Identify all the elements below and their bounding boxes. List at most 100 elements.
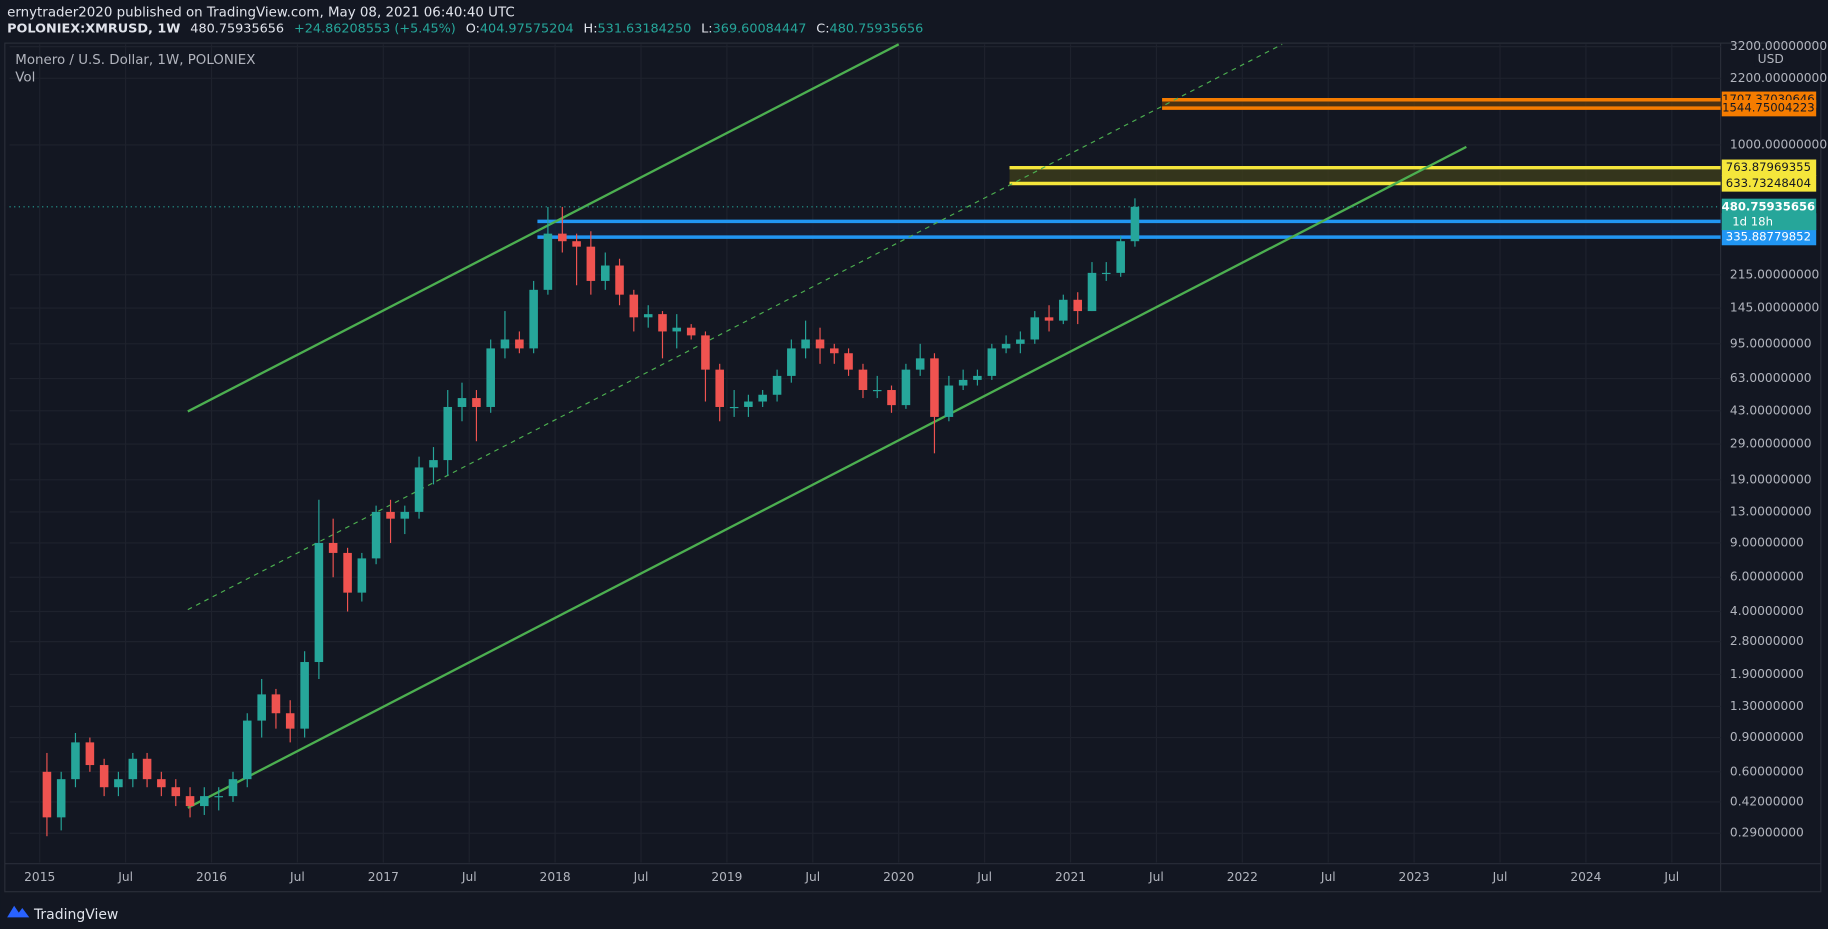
candle-body xyxy=(114,779,123,788)
candle-body xyxy=(242,720,252,780)
symbol: POLONIEX:XMRUSD, 1W xyxy=(7,22,180,37)
candle-body xyxy=(271,694,281,714)
close-label: C: xyxy=(816,22,829,37)
zone xyxy=(537,221,1721,238)
candle-body xyxy=(543,233,553,290)
candle-body xyxy=(1130,206,1140,242)
high: 531.63184250 xyxy=(598,22,692,37)
level-label: 763.87969355 xyxy=(1726,160,1811,174)
candle-body xyxy=(414,467,424,512)
candle-body xyxy=(787,348,796,376)
x-tick-label: 2022 xyxy=(1227,870,1258,884)
candle-body xyxy=(901,369,911,406)
candle-body xyxy=(801,339,810,349)
x-tick-label: Jul xyxy=(461,870,477,884)
candle-body xyxy=(586,246,596,281)
candle-body xyxy=(772,375,782,395)
level-label: 633.73248404 xyxy=(1726,176,1811,190)
x-tick-label: Jul xyxy=(1492,870,1508,884)
x-tick-label: 2016 xyxy=(196,870,227,884)
x-tick-label: 2020 xyxy=(883,870,914,884)
x-tick-label: Jul xyxy=(1320,870,1336,884)
y-tick-label: 4.00000000 xyxy=(1730,604,1804,618)
candle-body xyxy=(472,398,481,407)
candle-body xyxy=(85,742,95,766)
x-tick-label: 2018 xyxy=(540,870,571,884)
trend-line xyxy=(187,145,1467,809)
y-tick-label: 0.60000000 xyxy=(1730,764,1804,778)
x-tick-label: Jul xyxy=(1148,870,1164,884)
candle-body xyxy=(629,294,639,318)
x-tick-label: Jul xyxy=(289,870,305,884)
candle-body xyxy=(300,662,309,729)
level-badge xyxy=(1721,159,1817,176)
candle-body xyxy=(214,796,224,798)
candle-body xyxy=(858,369,868,391)
y-tick-label: 95.00000000 xyxy=(1730,336,1812,350)
open-label: O: xyxy=(466,22,480,37)
candle-body xyxy=(1059,299,1068,321)
low-label: L: xyxy=(701,22,712,37)
zone xyxy=(1009,167,1721,184)
candle-body xyxy=(257,694,266,721)
level-label: 1544.75004223 xyxy=(1722,101,1815,115)
currency: USD xyxy=(1758,52,1784,66)
candle-body xyxy=(558,233,567,242)
indicator-label: Vol xyxy=(15,71,35,86)
last-price-badge xyxy=(1721,198,1817,231)
level-badge xyxy=(1721,228,1817,246)
candle-body xyxy=(758,394,767,402)
x-tick-label: Jul xyxy=(117,870,133,884)
x-tick-label: 2017 xyxy=(368,870,399,884)
candle-body xyxy=(1116,241,1125,273)
candle-body xyxy=(200,796,209,807)
y-tick-label: 1.30000000 xyxy=(1730,699,1804,713)
brand: TradingView xyxy=(7,905,118,923)
y-tick-label: 1.90000000 xyxy=(1730,667,1804,681)
y-tick-label: 29.00000000 xyxy=(1730,437,1812,451)
candle-body xyxy=(185,796,195,807)
candle-body xyxy=(228,779,238,797)
y-tick-label: 9.00000000 xyxy=(1730,535,1804,549)
candle-body xyxy=(944,385,954,417)
candle-body xyxy=(500,339,510,349)
x-tick-label: 2015 xyxy=(24,870,55,884)
level-label: 335.88779852 xyxy=(1726,230,1811,244)
candle-body xyxy=(314,542,324,663)
candle-body xyxy=(930,358,939,417)
candle-body xyxy=(658,314,667,332)
y-tick-label: 3200.00000000 xyxy=(1730,39,1827,53)
candle-body xyxy=(1044,317,1054,321)
y-tick-label: 0.90000000 xyxy=(1730,730,1804,744)
candle-body xyxy=(486,348,495,407)
candle-body xyxy=(1087,272,1097,312)
candle-body xyxy=(128,758,138,780)
y-tick-label: 19.00000000 xyxy=(1730,472,1812,486)
x-tick-label: Jul xyxy=(1663,870,1679,884)
candle-body xyxy=(99,765,109,788)
level-badge xyxy=(1721,175,1817,192)
high-label: H: xyxy=(584,22,598,37)
candle-body xyxy=(601,265,610,281)
x-tick-label: 2019 xyxy=(711,870,742,884)
publisher-line: ernytrader2020 published on TradingView.… xyxy=(7,5,515,20)
candle-body xyxy=(729,406,739,409)
candle-body xyxy=(457,398,467,407)
candle-body xyxy=(744,401,753,407)
candle-body xyxy=(56,779,66,818)
candle-body xyxy=(715,369,724,407)
brand-name[interactable]: TradingView xyxy=(33,907,118,923)
candle-body xyxy=(1101,272,1111,275)
y-tick-label: 2.80000000 xyxy=(1730,634,1804,648)
y-tick-label: 13.00000000 xyxy=(1730,504,1812,518)
candle-body xyxy=(672,327,682,332)
candle-body xyxy=(643,314,653,318)
y-tick-label: 63.00000000 xyxy=(1730,371,1812,385)
candle-body xyxy=(686,327,696,336)
candle-body xyxy=(1073,299,1083,312)
candle-body xyxy=(1016,339,1025,344)
x-tick-label: Jul xyxy=(633,870,649,884)
candle-body xyxy=(400,511,410,519)
candle-body xyxy=(171,787,181,797)
